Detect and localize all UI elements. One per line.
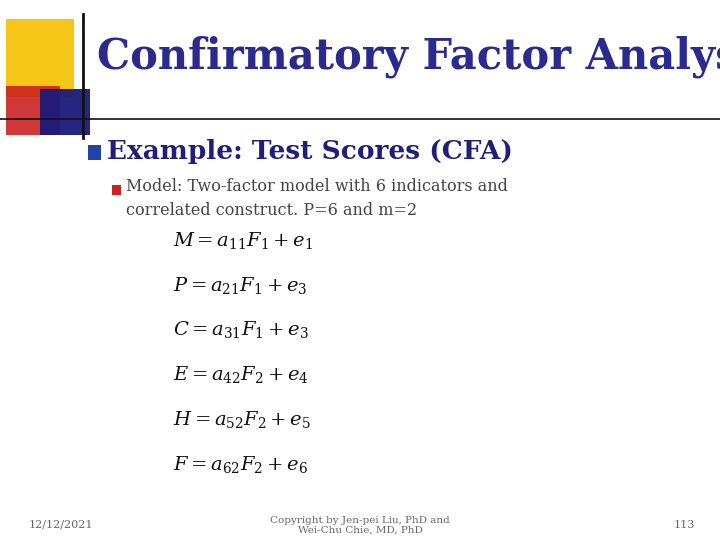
Text: $H = a_{52}F_2+e_5$: $H = a_{52}F_2+e_5$: [173, 409, 311, 430]
Text: Copyright by Jen-pei Liu, PhD and: Copyright by Jen-pei Liu, PhD and: [270, 516, 450, 525]
Text: 113: 113: [673, 520, 695, 530]
Text: $E = a_{42}F_2+e_4$: $E = a_{42}F_2+e_4$: [173, 364, 309, 385]
Bar: [88, 145, 101, 160]
Bar: [6, 19, 74, 97]
Text: $C = a_{31}F_1+e_3$: $C = a_{31}F_1+e_3$: [173, 320, 309, 340]
Bar: [40, 89, 90, 135]
Bar: [6, 86, 60, 135]
Text: $M = a_{11}F_1+e_1$: $M = a_{11}F_1+e_1$: [173, 230, 313, 251]
Text: 12/12/2021: 12/12/2021: [29, 520, 94, 530]
Bar: [112, 185, 121, 195]
Text: Confirmatory Factor Analysis: Confirmatory Factor Analysis: [97, 36, 720, 78]
Text: correlated construct. P=6 and m=2: correlated construct. P=6 and m=2: [126, 202, 417, 219]
Text: Model: Two-factor model with 6 indicators and: Model: Two-factor model with 6 indicator…: [126, 178, 508, 195]
Text: $F = a_{62}F_2+e_6$: $F = a_{62}F_2+e_6$: [173, 454, 307, 475]
Text: Example: Test Scores (CFA): Example: Test Scores (CFA): [107, 139, 513, 164]
Text: Wei-Chu Chie, MD, PhD: Wei-Chu Chie, MD, PhD: [297, 526, 423, 535]
Text: $P = a_{21}F_1+e_3$: $P = a_{21}F_1+e_3$: [173, 275, 307, 295]
